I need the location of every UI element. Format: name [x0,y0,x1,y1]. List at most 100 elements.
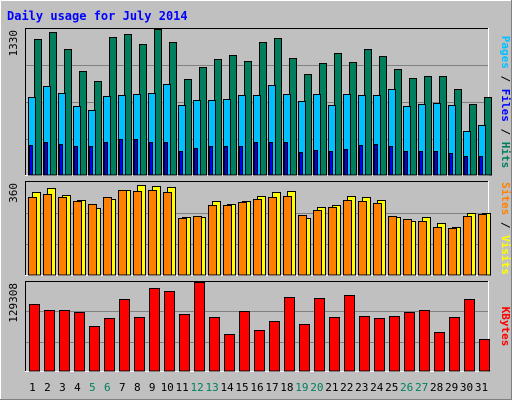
bar-sites-day-7 [118,190,127,276]
chart-panels: 1330 Pages / Files / Hits 360 Sites / Visit… [7,28,512,372]
bar-sites-day-5 [88,204,97,276]
bar-sites-day-30 [463,216,472,276]
chart-title: Daily usage for July 2014 [7,9,188,23]
series-sites [28,190,487,276]
bar-pages-day-24 [374,144,378,176]
bar-sites-day-20 [313,210,322,276]
bar-pages-day-7 [119,139,123,176]
bar-kbytes-day-28 [434,332,445,372]
bar-kbytes-day-22 [344,295,355,372]
bar-pages-day-22 [344,149,348,176]
x-tick-label-day-18: 18 [280,381,293,394]
legend-hits: Pages / Files / Hits [499,36,512,169]
bar-pages-day-31 [479,156,483,176]
bar-kbytes-day-16 [254,330,265,372]
x-tick-label-day-26: 26 [400,381,413,394]
bar-pages-day-16 [254,142,258,176]
legend-separator: / [499,215,512,235]
bar-pages-day-10 [164,142,168,176]
bar-pages-day-18 [284,142,288,176]
bar-pages-day-11 [179,151,183,176]
x-tick-label-day-12: 12 [191,381,204,394]
bar-kbytes-day-30 [464,299,475,372]
series-pages [29,139,483,176]
x-tick-label-day-28: 28 [430,381,443,394]
bar-pages-day-9 [149,142,153,176]
bar-pages-day-6 [104,142,108,176]
bar-sites-day-31 [478,214,487,276]
bar-kbytes-day-7 [119,299,130,372]
bar-sites-day-6 [103,197,112,276]
x-tick-label-day-14: 14 [220,381,234,394]
x-tick-label-day-15: 15 [235,381,248,394]
legend-separator: / [499,69,512,89]
bar-pages-day-5 [89,146,93,176]
legend-item-sites: Sites [499,182,512,215]
bar-pages-day-19 [299,152,303,176]
bar-pages-day-2 [44,142,48,176]
bar-kbytes-day-29 [449,317,460,372]
bar-pages-day-26 [404,151,408,176]
bar-sites-day-11 [178,218,187,276]
panel-visits: 360 Sites / Visits [7,181,512,276]
bar-kbytes-day-27 [419,310,430,372]
x-tick-label-day-31: 31 [475,381,488,394]
x-tick-label-day-27: 27 [415,381,428,394]
x-tick-label-day-11: 11 [176,381,189,394]
bar-sites-day-26 [403,219,412,276]
x-tick-label-day-8: 8 [134,381,141,394]
bar-kbytes-day-2 [44,310,55,372]
panel-hits: 1330 Pages / Files / Hits [7,28,512,176]
bar-sites-day-24 [373,203,382,276]
bar-pages-day-25 [389,146,393,176]
panel-kbytes: 129308 KBytes [7,281,512,372]
legend-separator: / [499,122,512,142]
bar-kbytes-day-6 [104,318,115,372]
x-tick-label-day-24: 24 [370,381,384,394]
x-tick-label-day-23: 23 [355,381,368,394]
series-kbytes [29,282,490,372]
bar-kbytes-day-9 [149,288,160,372]
x-tick-label-day-17: 17 [265,381,278,394]
bar-pages-day-27 [419,151,423,176]
series-files [28,84,486,176]
bar-pages-day-29 [449,153,453,176]
bar-pages-day-14 [224,146,228,176]
x-tick-label-day-1: 1 [29,381,36,394]
legend-item-files: Files [499,89,512,122]
x-tick-label-day-5: 5 [89,381,96,394]
bar-pages-day-30 [464,156,468,176]
bar-sites-day-27 [418,221,427,276]
bar-sites-day-3 [58,197,67,276]
x-tick-label-day-9: 9 [149,381,156,394]
series-hits [34,29,492,176]
bar-sites-day-19 [298,215,307,276]
bar-sites-day-25 [388,216,397,276]
x-axis-labels: 1 2 3 4 5 6 7 8 9 10 11 12 13 14 15 16 17 18 19 20 21 22 23 24 2… [29,381,488,394]
bar-sites-day-18 [283,196,292,276]
bar-pages-day-3 [59,144,63,176]
bar-kbytes-day-11 [179,314,190,372]
x-tick-label-day-6: 6 [104,381,111,394]
bar-sites-day-16 [253,199,262,276]
bar-kbytes-day-24 [374,318,385,372]
bar-kbytes-day-18 [284,297,295,372]
bar-sites-day-12 [193,216,202,276]
bar-sites-day-15 [238,202,247,276]
bar-kbytes-day-14 [224,334,235,372]
bar-sites-day-1 [28,197,37,276]
bar-kbytes-day-1 [29,304,40,372]
legend-item-hits: Hits [499,142,512,169]
bar-sites-day-14 [223,205,232,276]
y-max-label-kbytes: 129308 [7,283,20,323]
x-tick-label-day-3: 3 [59,381,66,394]
bar-kbytes-day-13 [209,317,220,372]
bar-sites-day-21 [328,207,337,276]
bar-kbytes-day-10 [164,291,175,372]
bar-pages-day-28 [434,151,438,176]
x-tick-label-day-30: 30 [460,381,473,394]
bar-sites-day-4 [73,201,82,276]
bar-kbytes-day-4 [74,312,85,372]
bar-kbytes-day-5 [89,326,100,372]
